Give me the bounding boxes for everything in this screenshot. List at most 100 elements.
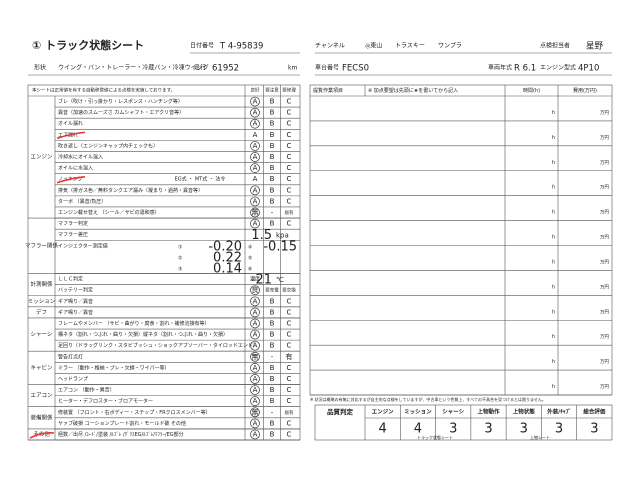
item: ターボ （異音/負圧） xyxy=(58,198,106,205)
reading-no: ⑤ xyxy=(248,256,252,262)
cost-unit: 万円 xyxy=(600,259,609,265)
summary-score: 3 xyxy=(590,422,598,437)
option: A xyxy=(253,397,258,405)
number: T 4-95839 xyxy=(219,42,263,52)
item: ミラー （動作・格納・ブレ・欠損・ワイパー等） xyxy=(58,364,170,371)
check-circle xyxy=(250,396,260,407)
option: B xyxy=(270,386,275,394)
check-circle xyxy=(250,318,260,329)
summary-sub: 上物シート xyxy=(530,434,550,440)
time-unit: h xyxy=(552,135,555,141)
group: 装備関係 xyxy=(30,413,53,421)
summary-name: 総合評価 xyxy=(583,408,606,416)
option: B xyxy=(270,297,275,305)
reading-no: ④ xyxy=(248,244,253,250)
time-unit: h xyxy=(552,185,555,191)
unit: kpa xyxy=(276,232,289,240)
chassis-label: 車台番号 xyxy=(315,64,339,72)
footnote: ※ 状況は概略の有無に対応するが自主的な点検をしていますが、中古車という性質上、… xyxy=(310,396,546,402)
option: B xyxy=(270,342,275,350)
option: C xyxy=(287,164,292,172)
option: A xyxy=(253,220,258,228)
option: B xyxy=(270,175,275,183)
option: A xyxy=(253,308,258,316)
option: 要交換 xyxy=(282,287,296,294)
option: C xyxy=(287,297,292,305)
option: A xyxy=(253,98,258,106)
option: B xyxy=(270,375,275,383)
option: A xyxy=(253,386,258,394)
check-circle xyxy=(250,329,260,340)
option: A xyxy=(253,109,258,117)
channel: トラスキー xyxy=(395,43,425,50)
group: マフラー関係 xyxy=(25,241,59,249)
option: B xyxy=(270,331,275,339)
item: ＬＬＣ判定 xyxy=(58,276,83,283)
summary-score: 3 xyxy=(449,422,457,437)
option: C xyxy=(287,386,292,394)
item: 吹き返し（エンジンキャップ内チェックも） xyxy=(58,142,158,149)
check-circle xyxy=(250,351,260,362)
option: 居有 xyxy=(285,409,294,416)
check-circle xyxy=(250,385,260,395)
option: - xyxy=(271,209,274,217)
year: R 6.1 xyxy=(514,64,536,74)
year-label: 車両年式 xyxy=(488,64,512,72)
cost-unit: 万円 xyxy=(600,110,609,116)
option: C xyxy=(287,175,292,183)
group: エンジン xyxy=(30,154,53,161)
item: マフラー差圧 xyxy=(58,231,88,238)
option: B xyxy=(270,220,275,228)
option: B xyxy=(270,109,275,117)
option: A xyxy=(253,297,258,305)
summary-label: 品質判定 xyxy=(327,407,354,416)
option: 良 xyxy=(252,285,259,294)
reading: 0.22 xyxy=(213,251,242,266)
reading-no: ⑥ xyxy=(248,267,253,273)
check-circle xyxy=(250,107,260,118)
check-circle xyxy=(250,185,260,196)
summary-score: 3 xyxy=(484,422,492,437)
item: バッテリー判定 xyxy=(58,287,93,294)
item: ヤァブ破損 コーションプレート割れ・モールド破 その他 xyxy=(58,420,186,427)
group: 計測関係 xyxy=(30,280,53,288)
item: インジェクター測定値 xyxy=(58,242,108,249)
col-header: 良好 xyxy=(251,87,260,94)
check-circle xyxy=(250,374,260,384)
group: エアコン xyxy=(30,392,53,399)
option: C xyxy=(287,98,292,106)
item: 構ネタ（割れ・つぶれ・曲り・欠損）縦ネタ（割れ・つぶれ・曲り・欠損） xyxy=(58,331,228,338)
item: マフラー判定 xyxy=(58,220,88,227)
check-circle xyxy=(250,296,260,307)
option: C xyxy=(287,131,292,139)
check-circle xyxy=(250,429,260,440)
option: B xyxy=(270,364,275,372)
option: C xyxy=(287,120,292,128)
option: B xyxy=(270,419,275,427)
option: B xyxy=(270,397,275,405)
option: C xyxy=(287,331,292,339)
check-circle xyxy=(250,196,260,207)
cost-unit: 万円 xyxy=(600,135,609,141)
mileage-unit: km xyxy=(288,65,297,72)
reading: -0.15 xyxy=(263,239,297,254)
time-unit: h xyxy=(552,384,555,390)
reading: -0.20 xyxy=(208,239,242,254)
option: B xyxy=(270,153,275,161)
col-header: 要注意 xyxy=(265,87,279,94)
check-circle xyxy=(250,418,260,429)
option: 居有 xyxy=(285,209,294,216)
option: A xyxy=(253,375,258,383)
check-circle xyxy=(250,141,260,151)
option: C xyxy=(287,197,292,205)
option: C xyxy=(287,109,292,117)
engine: 4P10 xyxy=(578,64,599,74)
option: C xyxy=(287,419,292,427)
unit: ℃ xyxy=(276,276,284,284)
option: A xyxy=(253,430,258,438)
option: B xyxy=(270,319,275,327)
option: A xyxy=(253,120,258,128)
option: A xyxy=(253,331,258,339)
option: B xyxy=(270,197,275,205)
option: A xyxy=(253,419,258,427)
